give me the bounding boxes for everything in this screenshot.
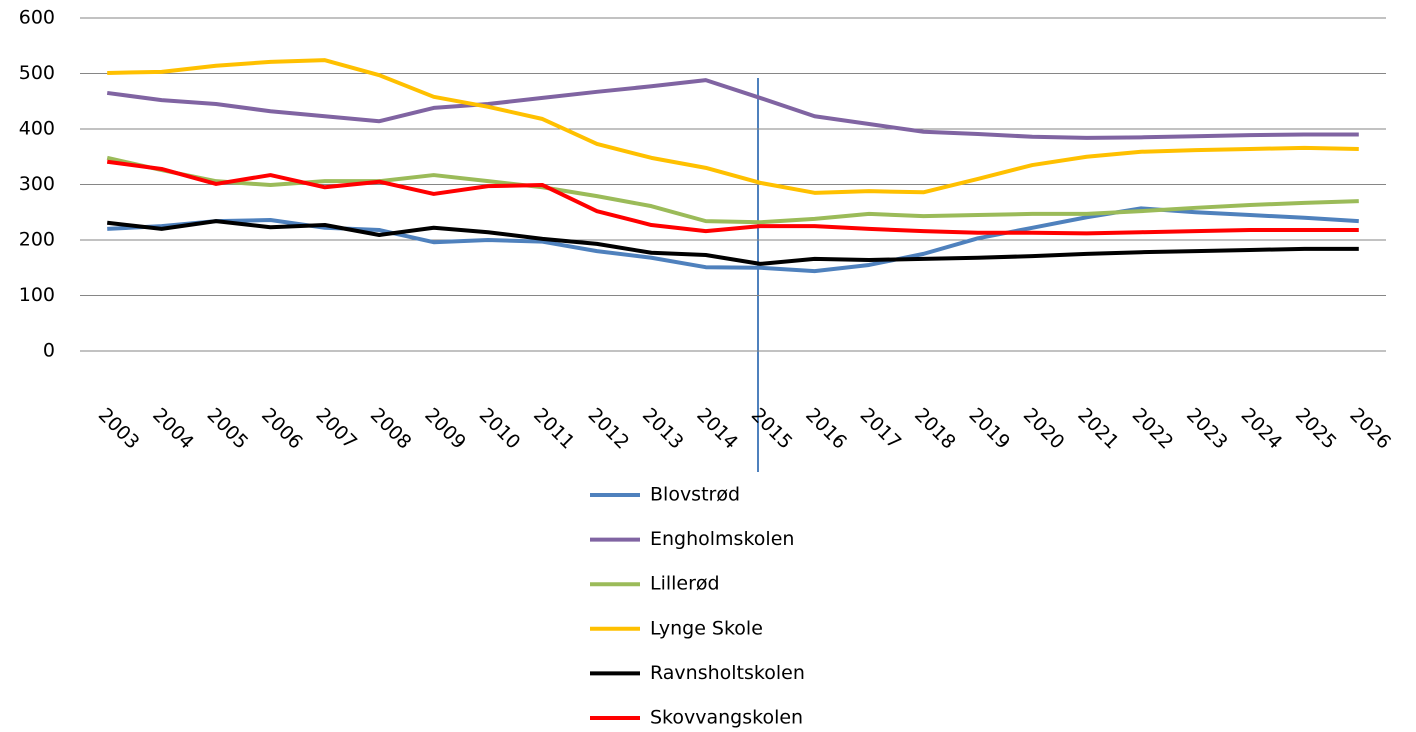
x-tick-label: 2003 <box>94 404 144 454</box>
x-tick-label: 2025 <box>1291 404 1341 454</box>
x-tick-label: 2019 <box>964 404 1014 454</box>
x-tick-label: 2026 <box>1345 404 1395 454</box>
x-tick-label: 2013 <box>638 404 688 454</box>
y-tick-label: 0 <box>43 340 55 362</box>
x-tick-label: 2017 <box>856 404 906 454</box>
y-tick-label: 100 <box>19 284 55 306</box>
legend-label: Lynge Skole <box>650 617 763 639</box>
series-line <box>106 155 1359 225</box>
x-tick-label: 2021 <box>1073 404 1123 454</box>
x-tick-label: 2020 <box>1019 404 1069 454</box>
y-tick-label: 600 <box>19 7 55 29</box>
legend-label: Ravnsholtskolen <box>650 662 805 684</box>
series-line <box>106 219 1359 266</box>
legend-label: Blovstrød <box>650 484 740 506</box>
x-tick-label: 2004 <box>148 404 198 454</box>
x-tick-label: 2007 <box>311 404 361 454</box>
x-tick-label: 2023 <box>1182 404 1232 454</box>
x-tick-label: 2024 <box>1237 404 1287 454</box>
legend-label: Engholmskolen <box>650 528 794 550</box>
x-tick-label: 2022 <box>1128 404 1178 454</box>
x-tick-label: 2010 <box>475 404 525 454</box>
legend-label: Skovvangskolen <box>650 707 803 729</box>
y-tick-label: 300 <box>19 173 55 195</box>
x-tick-label: 2014 <box>692 404 742 454</box>
series-line <box>106 159 1359 236</box>
x-tick-label: 2018 <box>910 404 960 454</box>
x-tick-label: 2008 <box>366 404 416 454</box>
y-tick-label: 200 <box>19 229 55 251</box>
x-tick-label: 2016 <box>801 404 851 454</box>
series-line <box>107 58 1359 195</box>
x-tick-label: 2015 <box>747 404 797 454</box>
x-tick-label: 2009 <box>420 404 470 454</box>
y-tick-label: 500 <box>19 62 55 84</box>
x-tick-label: 2012 <box>584 404 634 454</box>
x-tick-label: 2006 <box>257 404 307 454</box>
x-tick-label: 2011 <box>529 404 579 454</box>
series-line <box>106 78 1359 140</box>
x-tick-label: 2005 <box>203 404 253 454</box>
y-tick-label: 400 <box>19 118 55 140</box>
legend-label: Lillerød <box>650 573 720 595</box>
